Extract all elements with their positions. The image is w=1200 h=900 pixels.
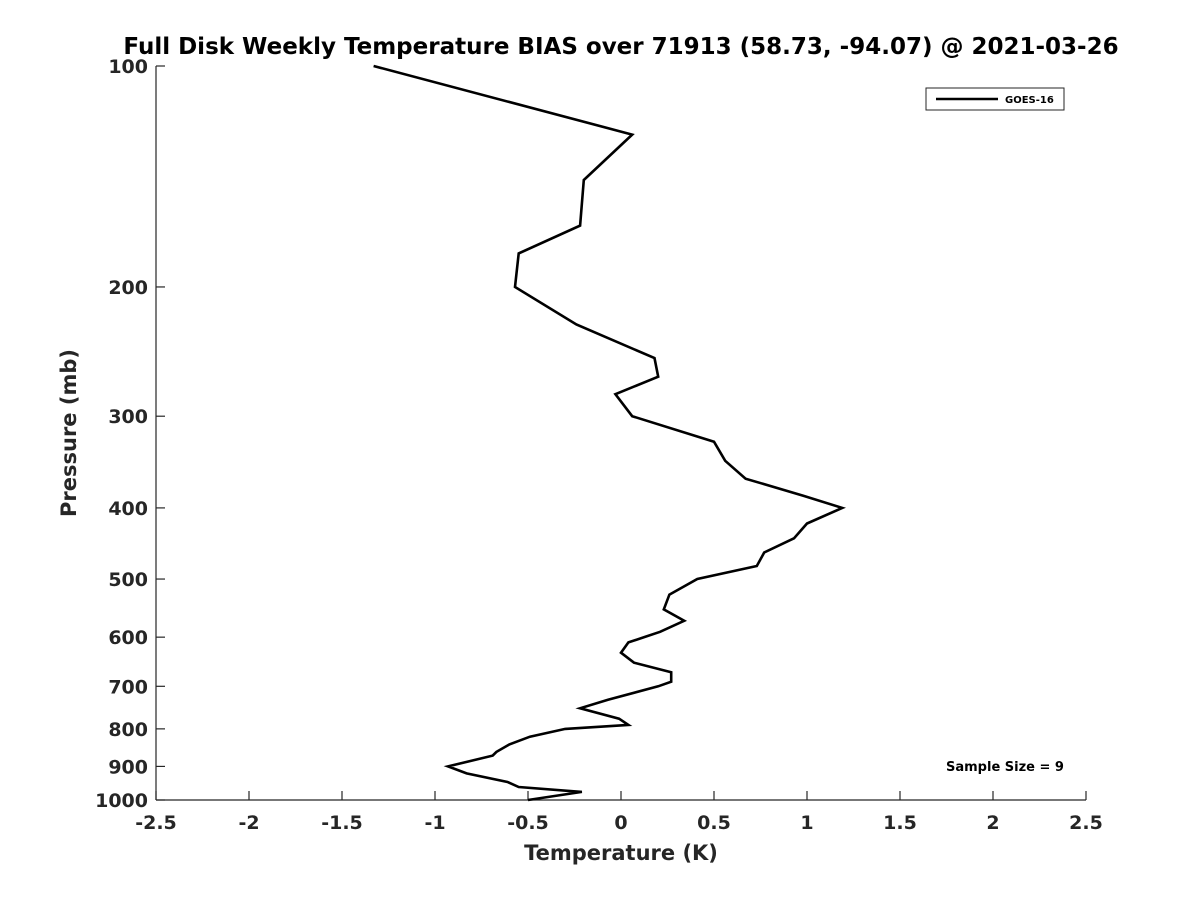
series-layer [373, 64, 846, 802]
x-tick-label: 0.5 [697, 812, 731, 834]
x-tick-label: 2 [986, 812, 999, 834]
y-tick-label: 300 [108, 406, 148, 428]
x-tick-label: -1.5 [321, 812, 363, 834]
y-tick-label: 200 [108, 277, 148, 299]
chart-title: Full Disk Weekly Temperature BIAS over 7… [123, 34, 1118, 60]
x-axis-ticks: -2.5 -2 -1.5 -1 -0.5 0 0.5 1 1.5 2 2.5 [135, 791, 1103, 834]
y-tick-label: 800 [108, 719, 148, 741]
y-tick-label: 400 [108, 498, 148, 520]
y-tick-label: 700 [108, 676, 148, 698]
x-tick-label: 1 [800, 812, 813, 834]
series-line-goes-16 [373, 64, 846, 802]
x-tick-label: 0 [614, 812, 627, 834]
axes-box [155, 66, 1086, 801]
x-tick-label: 2.5 [1069, 812, 1103, 834]
x-tick-label: -2.5 [135, 812, 177, 834]
legend-label-goes-16: GOES-16 [1005, 95, 1054, 106]
x-tick-label: -2 [238, 812, 259, 834]
y-tick-label: 100 [108, 56, 148, 78]
x-axis-label: Temperature (K) [524, 841, 718, 865]
y-axis-label: Pressure (mb) [57, 349, 81, 517]
sample-size-annotation: Sample Size = 9 [946, 760, 1064, 775]
x-tick-label: 1.5 [883, 812, 917, 834]
y-tick-label: 900 [108, 756, 148, 778]
x-tick-label: -1 [424, 812, 445, 834]
y-axis-ticks: 100 200 300 400 500 600 700 800 900 1000 [95, 56, 165, 812]
legend: GOES-16 [925, 87, 1065, 111]
y-tick-label: 1000 [95, 790, 148, 812]
y-tick-label: 600 [108, 627, 148, 649]
y-tick-label: 500 [108, 569, 148, 591]
x-tick-label: -0.5 [507, 812, 549, 834]
